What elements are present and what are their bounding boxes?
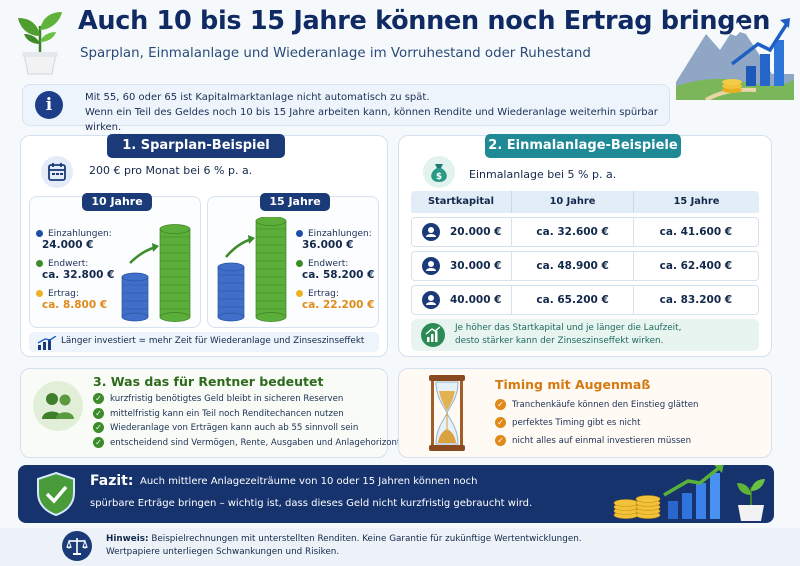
info-line-2: Wenn ein Teil des Geldes noch 10 bis 15 … [85,107,658,133]
check-icon: ✓ [495,435,506,446]
ertrag-label-15: Ertrag: [308,289,339,299]
hinweis-label: Hinweis: [106,534,149,544]
list-item: ✓ nicht alles auf einmal investieren müss… [495,435,765,453]
hinweis-line-1: Beispielrechnungen mit unterstellten Ren… [151,534,582,544]
table-row: 40.000 € ca. 65.200 € ca. 83.200 € [411,285,759,315]
chart-up-icon [421,323,445,347]
fazit-line-2: spürbare Erträge bringen – wichtig ist, … [90,498,533,509]
ertrag-label-10: Ertrag: [48,289,79,299]
table-cell: 30.000 € [450,260,502,272]
sparplan-subline: 200 € pro Monat bei 6 % p. a. [89,164,253,177]
table-cell: 20.000 € [450,226,502,238]
col-10-jahre: 10 Jahre [511,191,633,213]
sparplan-10-panel: 10 Jahre Einzahlungen: 24.000 € Endwert:… [29,193,201,328]
timing-heading: Timing mit Augenmaß [495,377,651,392]
ertrag-value-10: ca. 8.800 € [42,299,108,311]
table-row: 30.000 € ca. 48.900 € ca. 62.400 € [411,251,759,281]
fazit-line-1: Auch mittlere Anlagezeiträume von 10 ode… [140,476,478,487]
einzahlungen-value-15: 36.000 € [302,239,354,251]
table-cell: ca. 32.600 € [511,217,632,247]
info-box: i Mit 55, 60 oder 65 ist Kapitalmarktanl… [22,84,670,133]
table-row: 20.000 € ca. 32.600 € ca. 41.600 € [411,217,759,247]
svg-text:$: $ [436,172,442,182]
sparplan-footer-text: Länger investiert = mehr Zeit für Wieder… [61,336,365,346]
user-icon [422,223,440,241]
einzahlungen-value-10: 24.000 € [42,239,94,251]
hinweis-bar: Hinweis: Beispielrechnungen mit unterste… [0,528,800,566]
ertrag-value-15: ca. 22.200 € [302,299,375,311]
coin-stacks-15 [212,216,294,323]
endwert-label-15: Endwert: [308,259,349,269]
calendar-icon [41,156,73,188]
table-cell: ca. 48.900 € [511,251,632,281]
list-item: ✓ perfektes Timing gibt es nicht [495,417,765,435]
people-icon [33,381,83,431]
einzahlungen-label-10: Einzahlungen: [48,229,112,239]
sparplan-15-panel: 15 Jahre Einzahlungen: 36.000 € Endwert:… [207,193,379,328]
endwert-value-15: ca. 58.200 € [302,269,375,281]
note-line-2: desto stärker kann der Zinseszinseffekt … [455,336,664,346]
list-item: ✓ kurzfristig benötigtes Geld bleibt in s… [93,393,383,408]
sparplan-15-label: 15 Jahre [260,193,330,211]
endwert-label-10: Endwert: [48,259,89,269]
check-icon: ✓ [495,417,506,428]
money-bag-icon: $ [423,156,455,188]
user-icon [422,257,440,275]
check-icon: ✓ [495,399,506,410]
table-header: Startkapital 10 Jahre 15 Jahre [411,191,759,213]
einmalanlage-table: Startkapital 10 Jahre 15 Jahre 20.000 € c… [411,191,759,315]
col-15-jahre: 15 Jahre [633,191,759,213]
endwert-value-10: ca. 32.800 € [42,269,115,281]
table-cell: ca. 83.200 € [632,285,758,315]
einmalanlage-heading: 2. Einmalanlage-Beispiele [485,134,681,158]
list-item: ✓ entscheidend sind Vermögen, Rente, Ausg… [93,436,400,452]
table-cell: ca. 65.200 € [511,285,632,315]
table-cell: ca. 62.400 € [632,251,758,281]
growth-coins-icon [608,465,774,523]
einmalanlage-note: Je höher das Startkapital und je länger … [411,319,759,351]
sparplan-10-label: 10 Jahre [82,193,152,211]
check-icon: ✓ [93,393,104,404]
sparplan-footer: Länger investiert = mehr Zeit für Wieder… [29,332,379,352]
page-subtitle: Sparplan, Einmalanlage und Wiederanlage … [80,46,591,61]
timing-card: Timing mit Augenmaß ✓ Tranchenkäufe könne… [398,368,772,458]
einmalanlage-card: 2. Einmalanlage-Beispiele $ Einmalanlage… [398,134,772,357]
info-line-1: Mit 55, 60 oder 65 ist Kapitalmarktanlag… [85,92,430,103]
rentner-card: 3. Was das für Rentner bedeutet ✓ kurzfri… [20,368,400,458]
shield-check-icon [34,471,78,517]
plant-pot-icon [10,8,70,80]
sparplan-heading: 1. Sparplan-Beispiel [107,134,285,158]
check-icon: ✓ [93,436,104,448]
check-icon: ✓ [93,407,104,419]
list-item: ✓ Tranchenkäufe können den Einstieg glätt… [495,399,765,417]
einzahlungen-label-15: Einzahlungen: [308,229,372,239]
check-icon: ✓ [93,422,104,433]
fazit-label: Fazit: [90,473,134,489]
note-line-1: Je höher das Startkapital und je länger … [455,323,682,333]
col-startkapital: Startkapital [427,196,494,207]
hinweis-line-2: Wertpapiere unterliegen Schwankungen und… [106,547,340,557]
mountain-growth-icon [676,4,794,102]
list-item: ✓ Wiederanlage von Erträgen kann auch ab … [93,422,383,437]
coin-stacks-10 [116,217,198,323]
rentner-heading: 3. Was das für Rentner bedeutet [93,374,324,389]
user-icon [422,291,440,309]
fazit-banner: Fazit: Auch mittlere Anlagezeiträume von… [18,465,774,523]
sparplan-card: 1. Sparplan-Beispiel 200 € pro Monat bei… [20,134,388,357]
bar-chart-icon [37,335,57,354]
scales-icon [62,531,92,561]
hourglass-icon [425,373,469,453]
info-icon: i [35,91,63,119]
einmalanlage-subline: Einmalanlage bei 5 % p. a. [469,168,617,181]
list-item: ✓ mittelfristig kann ein Teil noch Rendit… [93,407,383,423]
table-cell: ca. 41.600 € [632,217,758,247]
page-title: Auch 10 bis 15 Jahre können noch Ertrag … [78,6,771,36]
table-cell: 40.000 € [450,294,502,306]
